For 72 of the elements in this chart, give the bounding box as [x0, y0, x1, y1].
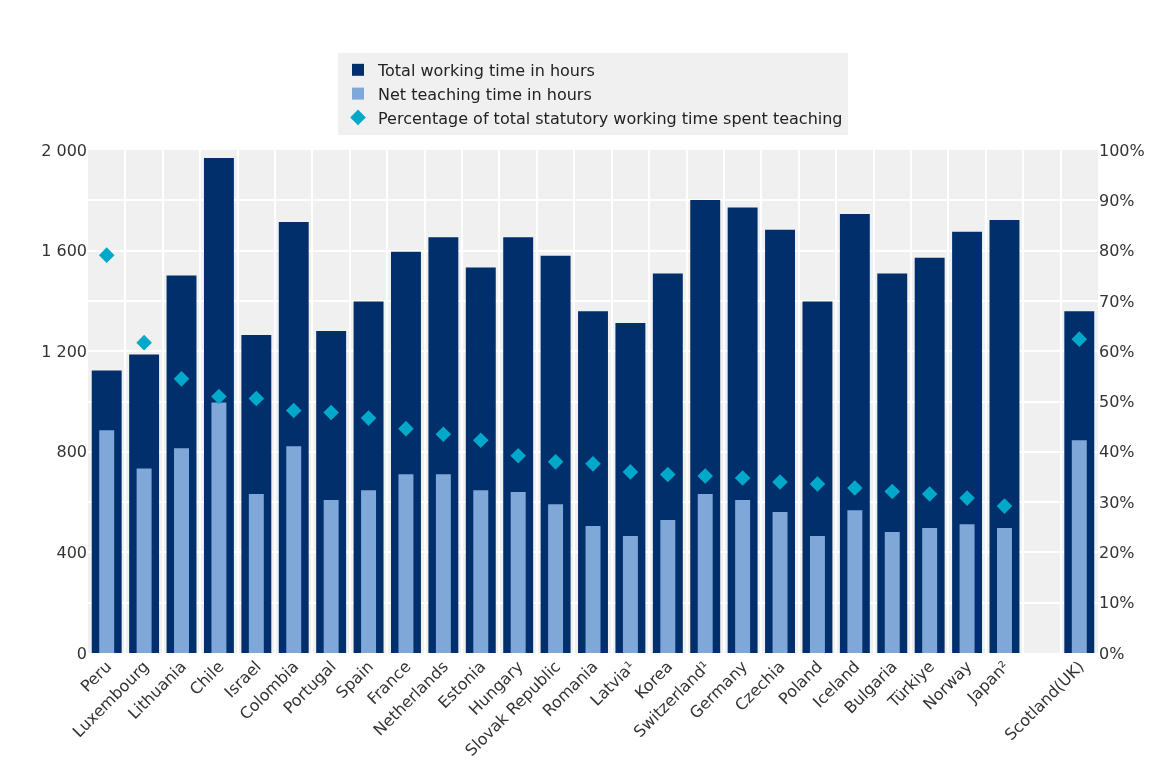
bar: [585, 525, 601, 653]
bar: [809, 536, 825, 653]
bar: [99, 430, 115, 653]
bar: [510, 492, 526, 653]
y-tick-label: 0: [76, 643, 87, 663]
y2-tick-label: 0%: [1099, 643, 1125, 663]
y2-tick-label: 40%: [1099, 442, 1135, 462]
bar: [622, 536, 638, 653]
point: [809, 476, 826, 492]
point: [734, 470, 751, 486]
y-tick-label: 1 600: [41, 241, 87, 261]
point: [697, 468, 714, 484]
point: [547, 454, 564, 470]
y-tick-label: 400: [56, 543, 87, 562]
y2-tick-label: 10%: [1099, 593, 1135, 613]
bar: [884, 532, 900, 653]
bar: [174, 448, 189, 653]
y2-tick-label: 100%: [1099, 140, 1145, 160]
bar: [847, 510, 863, 653]
legend-label: Net teaching time in hours: [378, 84, 592, 104]
y2-tick-label: 90%: [1099, 190, 1135, 210]
bar: [772, 511, 788, 653]
point: [211, 388, 227, 405]
point: [136, 334, 152, 351]
bar: [548, 504, 564, 653]
point: [1071, 331, 1088, 347]
y2-tick-label: 50%: [1099, 392, 1135, 412]
point: [285, 402, 302, 419]
bar: [997, 528, 1012, 653]
bar: [435, 474, 451, 653]
point: [921, 486, 938, 502]
bar: [361, 490, 377, 653]
legend-label: Percentage of total statutory working time spent teaching: [378, 108, 843, 128]
bar: [248, 494, 264, 653]
bar: [922, 528, 938, 653]
point: [884, 483, 901, 500]
point: [98, 247, 115, 263]
y2-tick-label: 80%: [1099, 241, 1135, 261]
bar: [473, 490, 489, 653]
point: [660, 466, 676, 483]
y-tick-label: 2 000: [41, 140, 87, 160]
y2-tick-label: 30%: [1099, 492, 1135, 512]
y2-tick-label: 70%: [1099, 291, 1135, 311]
point: [360, 410, 377, 426]
point: [996, 498, 1013, 514]
bar: [136, 468, 152, 653]
bar: [1071, 440, 1087, 653]
bar: [211, 402, 227, 653]
bar: [697, 494, 713, 653]
y-tick-label: 800: [56, 442, 87, 462]
point: [847, 480, 863, 496]
legend-label: Total working time in hours: [377, 61, 595, 81]
point: [585, 456, 601, 472]
bar: [660, 519, 676, 653]
bar: [323, 500, 339, 653]
bar: [286, 446, 302, 653]
bar: [398, 474, 414, 653]
point: [772, 474, 788, 490]
y-tick-label: 1 200: [41, 341, 87, 361]
point: [323, 404, 339, 421]
point: [472, 432, 489, 449]
bar: [735, 500, 751, 653]
point: [435, 426, 452, 442]
point: [248, 390, 265, 407]
point: [622, 464, 639, 480]
point: [173, 371, 190, 387]
point: [510, 448, 526, 464]
point: [959, 490, 975, 506]
point: [398, 420, 414, 437]
y2-tick-label: 20%: [1099, 543, 1135, 562]
y2-tick-label: 60%: [1099, 341, 1135, 361]
bar: [959, 524, 975, 653]
